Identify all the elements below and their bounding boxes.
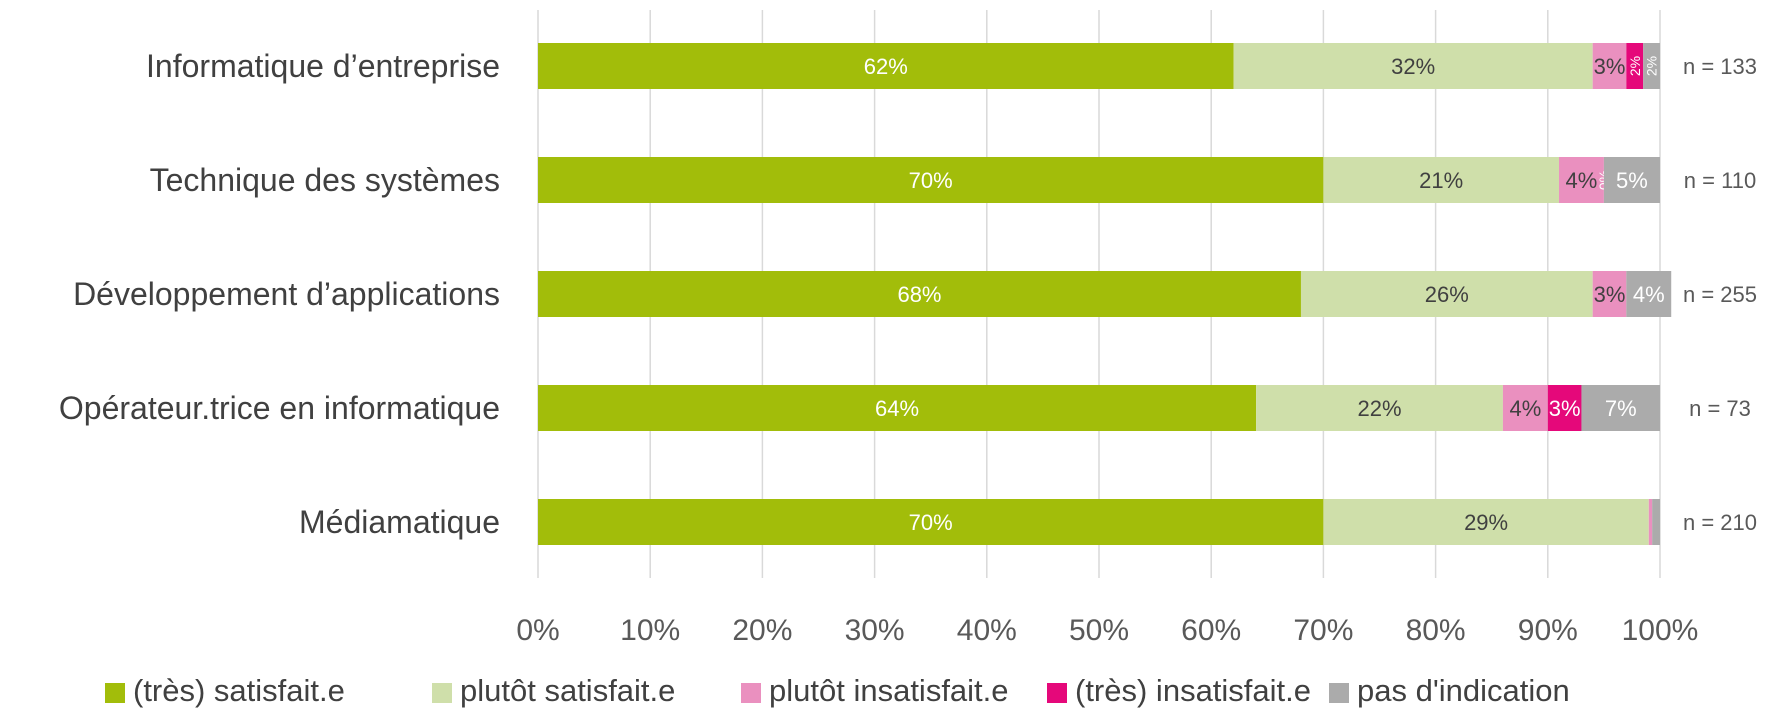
sample-size-label: n = 110 bbox=[1684, 168, 1756, 193]
legend-swatch bbox=[741, 683, 761, 703]
data-label: 4% bbox=[1633, 282, 1665, 307]
bar-segment bbox=[1233, 43, 1593, 89]
data-label: 7% bbox=[1605, 396, 1637, 421]
data-label: 70% bbox=[909, 510, 953, 535]
x-tick-label: 20% bbox=[732, 614, 792, 647]
data-label: 2% bbox=[1644, 56, 1660, 76]
legend-swatch bbox=[1047, 683, 1067, 703]
bar-segment bbox=[1502, 385, 1548, 431]
data-label: 29% bbox=[1464, 510, 1508, 535]
category-labels: Informatique d’entreprise Technique des s… bbox=[59, 48, 500, 540]
bar-segment bbox=[538, 385, 1257, 431]
data-label: 32% bbox=[1391, 54, 1435, 79]
bar-segment bbox=[1626, 271, 1672, 317]
x-tick-label: 30% bbox=[845, 614, 905, 647]
legend-label: plutôt satisfait.e bbox=[460, 673, 675, 708]
legend-label: pas d'indication bbox=[1357, 673, 1570, 708]
data-label: 22% bbox=[1357, 396, 1401, 421]
bar-segment bbox=[1603, 157, 1660, 203]
x-tick-label: 50% bbox=[1069, 614, 1129, 647]
bar-segment bbox=[1256, 385, 1503, 431]
category-label: Informatique d’entreprise bbox=[146, 48, 500, 84]
bar-segment bbox=[1592, 271, 1627, 317]
bar-segment bbox=[1559, 157, 1604, 203]
data-label: 3% bbox=[1594, 282, 1626, 307]
data-label: 26% bbox=[1425, 282, 1469, 307]
x-tick-label: 60% bbox=[1181, 614, 1241, 647]
category-label: Développement d’applications bbox=[73, 276, 500, 312]
data-label: 21% bbox=[1419, 168, 1463, 193]
legend-swatch bbox=[432, 683, 452, 703]
x-tick-label: 0% bbox=[516, 614, 559, 647]
legend-label: plutôt insatisfait.e bbox=[769, 673, 1009, 708]
category-label: Technique des systèmes bbox=[150, 162, 500, 198]
sample-size-label: n = 73 bbox=[1689, 396, 1751, 421]
bar-segment bbox=[1643, 43, 1660, 89]
data-label: 4% bbox=[1509, 396, 1541, 421]
data-label: 3% bbox=[1549, 396, 1581, 421]
sample-size-label: n = 255 bbox=[1683, 282, 1757, 307]
data-label: 68% bbox=[897, 282, 941, 307]
sample-size-label: n = 133 bbox=[1683, 54, 1757, 79]
bar-segment bbox=[1323, 157, 1560, 203]
sample-size-labels: n = 133 n = 110 n = 255 n = 73 n = 210 bbox=[1683, 54, 1757, 535]
bar-segment bbox=[538, 43, 1234, 89]
data-label: 3% bbox=[1594, 54, 1626, 79]
bars: 62%32%3%2%2%70%21%4%0%5%68%26%3%4%64%22%… bbox=[538, 43, 1672, 545]
data-label: 64% bbox=[875, 396, 919, 421]
bar-segment bbox=[1323, 499, 1649, 545]
legend: (très) satisfait.e plutôt satisfait.e plut… bbox=[105, 673, 1570, 708]
x-tick-label: 90% bbox=[1518, 614, 1578, 647]
bar-segment bbox=[1547, 385, 1582, 431]
data-label: 70% bbox=[909, 168, 953, 193]
legend-label: (très) insatisfait.e bbox=[1075, 673, 1311, 708]
bar-segment bbox=[1592, 43, 1627, 89]
bar-segment bbox=[538, 271, 1301, 317]
bar-segment bbox=[538, 499, 1324, 545]
data-label: 4% bbox=[1566, 168, 1598, 193]
data-label: 5% bbox=[1616, 168, 1648, 193]
x-tick-label: 80% bbox=[1406, 614, 1466, 647]
legend-label: (très) satisfait.e bbox=[133, 673, 345, 708]
bar-segment bbox=[1648, 499, 1653, 545]
legend-swatch bbox=[1329, 683, 1349, 703]
x-axis-tick-labels: 0% 10% 20% 30% 40% 50% 60% 70% 80% 90% 100% bbox=[516, 614, 1698, 647]
bar-segment bbox=[538, 157, 1324, 203]
data-label: 62% bbox=[864, 54, 908, 79]
data-label: 2% bbox=[1627, 56, 1643, 76]
bar-segment bbox=[1300, 271, 1593, 317]
x-tick-label: 40% bbox=[957, 614, 1017, 647]
x-tick-label: 70% bbox=[1293, 614, 1353, 647]
category-label: Opérateur.trice en informatique bbox=[59, 390, 500, 426]
x-tick-label: 10% bbox=[620, 614, 680, 647]
bar-segment bbox=[1652, 499, 1660, 545]
category-label: Médiamatique bbox=[299, 504, 500, 540]
x-tick-label: 100% bbox=[1622, 614, 1699, 647]
bar-segment bbox=[1581, 385, 1660, 431]
sample-size-label: n = 210 bbox=[1683, 510, 1757, 535]
bar-segment bbox=[1626, 43, 1644, 89]
legend-swatch bbox=[105, 683, 125, 703]
